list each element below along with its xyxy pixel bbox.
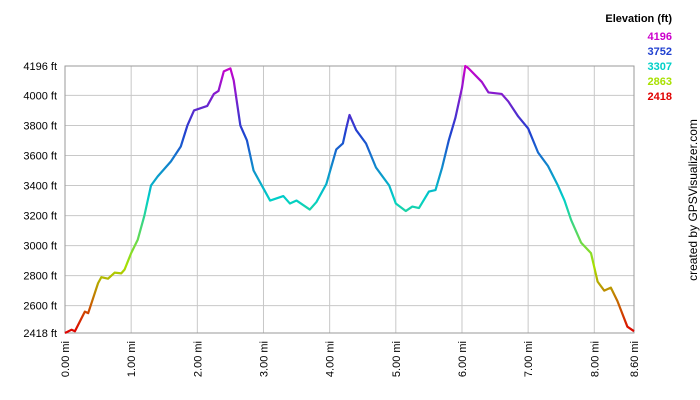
- plot-border: [64, 65, 635, 334]
- x-tick-label: 2.00 mi: [192, 341, 204, 377]
- y-tick-label: 3800 ft: [23, 120, 57, 132]
- y-tick-label: 3000 ft: [23, 241, 57, 253]
- x-tick-label: 5.00 mi: [391, 341, 403, 377]
- elevation-line: [64, 64, 635, 334]
- y-tick-label: 2418 ft: [23, 328, 57, 340]
- x-tick-label: 6.00 mi: [457, 341, 469, 377]
- y-tick-label: 4000 ft: [23, 90, 57, 102]
- legend-value: 2418: [648, 91, 672, 103]
- x-tick-label: 7.00 mi: [523, 341, 535, 377]
- y-tick-label: 3600 ft: [23, 151, 57, 163]
- y-tick-label: 3200 ft: [23, 211, 57, 223]
- legend-value: 3752: [648, 46, 672, 58]
- x-tick-label: 8.60 mi: [629, 341, 641, 377]
- x-tick-label: 4.00 mi: [325, 341, 337, 377]
- legend-value: 2863: [648, 76, 672, 88]
- x-tick-label: 3.00 mi: [258, 341, 270, 377]
- legend-value: 4196: [648, 31, 672, 43]
- credit: created by GPSVisualizer.com: [686, 119, 700, 281]
- y-tick-label: 3400 ft: [23, 181, 57, 193]
- legend-value: 3307: [648, 61, 672, 73]
- y-tick-label: 2600 ft: [23, 301, 57, 313]
- legend-title: Elevation (ft): [605, 13, 672, 25]
- x-tick-label: 1.00 mi: [126, 341, 138, 377]
- y-tick-label: 4196 ft: [23, 61, 57, 73]
- x-tick-label: 8.00 mi: [589, 341, 601, 377]
- y-tick-label: 2800 ft: [23, 271, 57, 283]
- x-tick-label: 0.00 mi: [60, 341, 72, 377]
